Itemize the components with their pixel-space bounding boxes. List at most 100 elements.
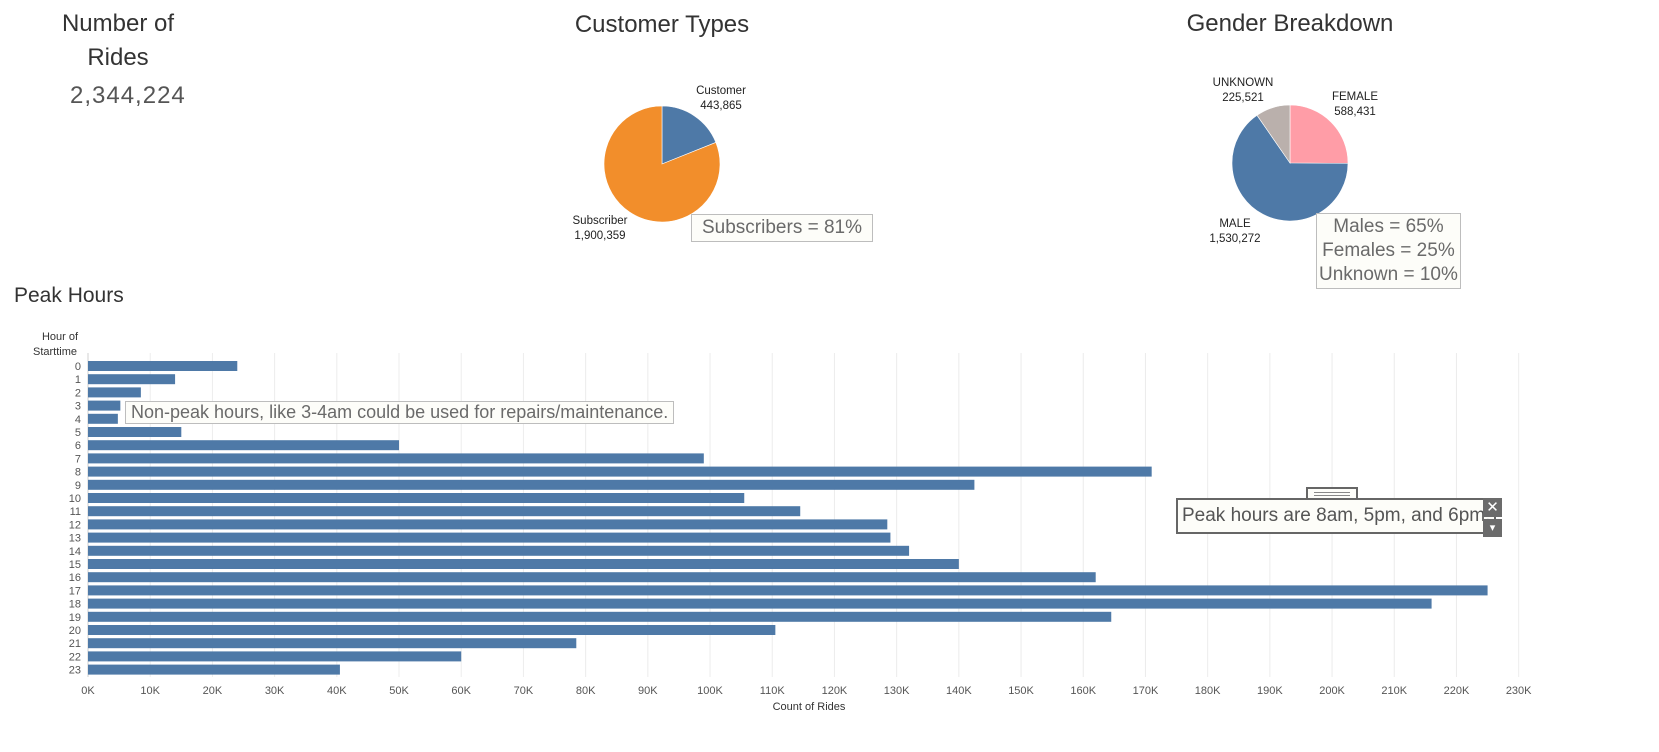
y-tick-label: 17 xyxy=(69,585,81,597)
bar-hour-6[interactable] xyxy=(88,440,400,451)
y-tick-label: 9 xyxy=(75,480,81,492)
subscribers-annotation[interactable]: Subscribers = 81% xyxy=(691,214,873,242)
x-tick-label: 50K xyxy=(389,685,409,697)
y-tick-label: 8 xyxy=(75,467,81,479)
kpi-title-line1: Number of xyxy=(61,10,175,37)
peak-hours-bar-chart[interactable]: 0K 10K 20K 30K 40K 50K 60K 70K 80K 90K 100K 110K 120… xyxy=(0,325,1659,752)
y-tick-label: 23 xyxy=(69,665,81,677)
y-tick-label: 18 xyxy=(69,599,81,611)
y-tick-label: 2 xyxy=(75,387,81,399)
bar-hour-10[interactable] xyxy=(88,493,745,503)
y-tick-label: 22 xyxy=(69,651,81,663)
nonpeak-annotation[interactable]: Non-peak hours, like 3-4am could be used… xyxy=(125,401,675,424)
x-tick-label: 60K xyxy=(451,685,471,697)
female-label: FEMALE 588,431 xyxy=(1320,90,1390,120)
customer-label: Customer 443,865 xyxy=(681,84,761,114)
bar-hour-20[interactable] xyxy=(88,625,776,635)
customer-types-slice-subscriber[interactable] xyxy=(603,105,721,223)
bar-hour-7[interactable] xyxy=(88,453,704,464)
bar-hour-23[interactable] xyxy=(88,664,340,675)
x-tick-label: 90K xyxy=(638,685,658,697)
y-tick-label: 5 xyxy=(75,427,81,439)
female-label-value: 588,431 xyxy=(1334,106,1376,118)
x-tick-label: 190K xyxy=(1257,685,1283,697)
gender-slice-female[interactable] xyxy=(1289,104,1349,164)
x-axis-title: Count of Rides xyxy=(773,701,846,713)
y-axis-title-line2: Starttime xyxy=(33,346,77,358)
bar-hour-16[interactable] xyxy=(88,572,1096,583)
bar-hour-5[interactable] xyxy=(88,427,182,437)
bar-hour-21[interactable] xyxy=(88,638,577,649)
bar-hour-4[interactable] xyxy=(88,413,118,424)
x-tick-label: 230K xyxy=(1506,685,1532,697)
peak-annotation[interactable]: Peak hours are 8am, 5pm, and 6pm. xyxy=(1176,498,1497,534)
y-axis-title-line1: Hour of xyxy=(42,331,79,343)
x-tick-label: 150K xyxy=(1008,685,1034,697)
subscriber-label-name: Subscriber xyxy=(572,215,628,227)
customer-label-value: 443,865 xyxy=(700,100,742,112)
bar-hour-9[interactable] xyxy=(88,479,975,490)
gender-annotation[interactable]: Males = 65% Females = 25% Unknown = 10% xyxy=(1316,213,1461,289)
x-tick-label: 80K xyxy=(576,685,596,697)
female-label-name: FEMALE xyxy=(1331,91,1378,103)
kpi-title: Number of Rides xyxy=(38,7,198,75)
x-tick-label: 0K xyxy=(81,685,95,697)
customer-types-title: Customer Types xyxy=(574,11,750,38)
y-tick-label: 20 xyxy=(69,625,81,637)
annotation-drag-handle[interactable] xyxy=(1306,487,1358,500)
x-tick-label: 100K xyxy=(697,685,723,697)
y-tick-label: 11 xyxy=(70,506,81,518)
kpi-value: 2,344,224 xyxy=(70,82,186,109)
x-tick-label: 140K xyxy=(946,685,972,697)
unknown-label-name: UNKNOWN xyxy=(1212,77,1274,89)
male-label: MALE 1,530,272 xyxy=(1197,217,1273,247)
y-tick-label: 10 xyxy=(69,493,81,505)
bar-hour-11[interactable] xyxy=(88,506,801,517)
x-tick-label: 220K xyxy=(1444,685,1470,697)
x-tick-label: 30K xyxy=(265,685,285,697)
unknown-label: UNKNOWN 225,521 xyxy=(1203,76,1283,106)
gender-annotation-line2: Females = 25% xyxy=(1322,240,1455,261)
subscriber-label: Subscriber 1,900,359 xyxy=(562,214,638,244)
y-tick-label: 1 xyxy=(75,374,81,386)
gender-pie[interactable] xyxy=(1228,101,1352,225)
y-tick-label: 4 xyxy=(75,414,81,426)
chevron-down-icon[interactable]: ▾ xyxy=(1483,519,1502,537)
bar-hour-17[interactable] xyxy=(88,585,1488,596)
x-tick-label: 180K xyxy=(1195,685,1221,697)
bar-hour-13[interactable] xyxy=(88,532,891,543)
bar-hour-2[interactable] xyxy=(88,387,141,398)
male-label-name: MALE xyxy=(1219,218,1251,230)
y-tick-label: 12 xyxy=(69,519,81,531)
gender-slice-unknown[interactable] xyxy=(1256,104,1291,164)
bar-hour-3[interactable] xyxy=(88,400,121,411)
close-icon[interactable]: ✕ xyxy=(1483,498,1502,517)
gender-slice-male[interactable] xyxy=(1231,114,1349,222)
bar-hour-1[interactable] xyxy=(88,374,176,385)
bar-hour-0[interactable] xyxy=(88,361,238,371)
y-tick-label: 21 xyxy=(69,638,81,650)
bar-hour-18[interactable] xyxy=(88,598,1432,609)
bar-hour-8[interactable] xyxy=(88,466,1152,477)
peak-hours-title: Peak Hours xyxy=(14,284,124,307)
x-tick-label: 160K xyxy=(1070,685,1096,697)
x-tick-label: 70K xyxy=(514,685,534,697)
y-tick-label: 19 xyxy=(69,612,81,624)
bar-hour-19[interactable] xyxy=(88,611,1112,622)
male-label-value: 1,530,272 xyxy=(1209,233,1261,245)
bar-hour-14[interactable] xyxy=(88,545,910,556)
x-tick-label: 210K xyxy=(1381,685,1407,697)
customer-types-slice-customer[interactable] xyxy=(661,105,717,165)
bar-hour-22[interactable] xyxy=(88,651,462,662)
customer-types-pie[interactable] xyxy=(600,102,724,226)
kpi-title-line2: Rides xyxy=(87,44,149,71)
y-tick-label: 0 xyxy=(75,361,81,373)
y-tick-label: 7 xyxy=(75,453,81,465)
bar-hour-15[interactable] xyxy=(88,559,959,569)
y-tick-label: 16 xyxy=(69,572,81,584)
y-tick-label: 3 xyxy=(75,401,81,413)
y-tick-label: 15 xyxy=(69,559,81,571)
y-tick-label: 6 xyxy=(75,440,81,452)
bar-hour-12[interactable] xyxy=(88,519,888,530)
x-tick-label: 200K xyxy=(1319,685,1345,697)
